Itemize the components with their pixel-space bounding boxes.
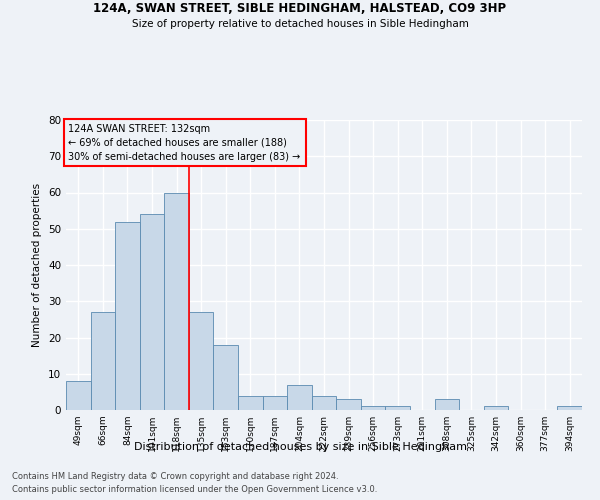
Bar bbox=[361, 406, 385, 410]
Bar bbox=[287, 384, 312, 410]
Bar bbox=[91, 312, 115, 410]
Text: Size of property relative to detached houses in Sible Hedingham: Size of property relative to detached ho… bbox=[131, 19, 469, 29]
Bar bbox=[312, 396, 336, 410]
Bar bbox=[238, 396, 263, 410]
Bar bbox=[115, 222, 140, 410]
Y-axis label: Number of detached properties: Number of detached properties bbox=[32, 183, 43, 347]
Text: Contains public sector information licensed under the Open Government Licence v3: Contains public sector information licen… bbox=[12, 485, 377, 494]
Text: 124A, SWAN STREET, SIBLE HEDINGHAM, HALSTEAD, CO9 3HP: 124A, SWAN STREET, SIBLE HEDINGHAM, HALS… bbox=[94, 2, 506, 16]
Text: 124A SWAN STREET: 132sqm
← 69% of detached houses are smaller (188)
30% of semi-: 124A SWAN STREET: 132sqm ← 69% of detach… bbox=[68, 124, 301, 162]
Text: Contains HM Land Registry data © Crown copyright and database right 2024.: Contains HM Land Registry data © Crown c… bbox=[12, 472, 338, 481]
Bar bbox=[140, 214, 164, 410]
Bar bbox=[66, 381, 91, 410]
Bar bbox=[434, 399, 459, 410]
Bar bbox=[189, 312, 214, 410]
Bar bbox=[336, 399, 361, 410]
Bar bbox=[263, 396, 287, 410]
Bar bbox=[557, 406, 582, 410]
Bar bbox=[214, 345, 238, 410]
Bar bbox=[385, 406, 410, 410]
Bar bbox=[484, 406, 508, 410]
Bar bbox=[164, 192, 189, 410]
Text: Distribution of detached houses by size in Sible Hedingham: Distribution of detached houses by size … bbox=[133, 442, 467, 452]
